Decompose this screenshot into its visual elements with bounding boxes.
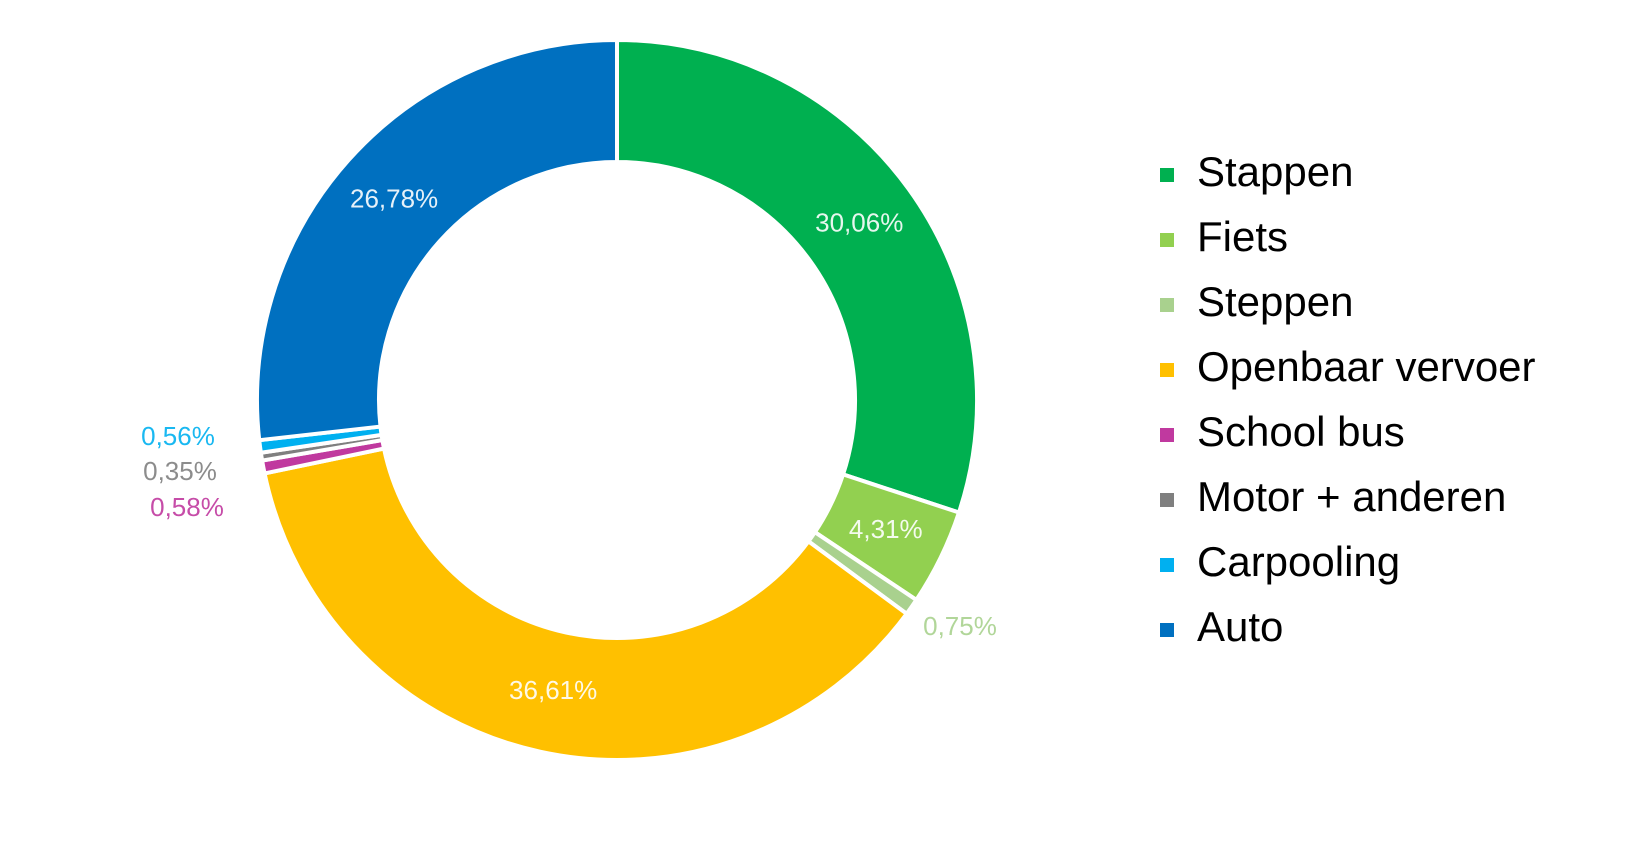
value-label: 0,75% bbox=[923, 611, 997, 641]
value-label: 30,06% bbox=[815, 208, 903, 238]
value-label: 0,56% bbox=[141, 421, 215, 451]
legend-marker bbox=[1160, 233, 1174, 247]
legend-marker bbox=[1160, 363, 1174, 377]
legend-label: Fiets bbox=[1197, 213, 1288, 260]
legend-marker bbox=[1160, 428, 1174, 442]
donut-slice bbox=[615, 37, 979, 516]
legend-marker bbox=[1160, 558, 1174, 572]
legend-marker bbox=[1160, 623, 1174, 637]
donut-slice bbox=[262, 446, 910, 762]
value-label: 0,35% bbox=[143, 456, 217, 486]
legend-label: Auto bbox=[1197, 603, 1283, 650]
donut-slice bbox=[255, 37, 619, 443]
legend-label: Stappen bbox=[1197, 148, 1353, 195]
legend-label: Openbaar vervoer bbox=[1197, 343, 1536, 390]
legend-marker bbox=[1160, 493, 1174, 507]
legend-label: Carpooling bbox=[1197, 538, 1400, 585]
legend-label: Motor + anderen bbox=[1197, 473, 1506, 520]
legend-label: Steppen bbox=[1197, 278, 1353, 325]
value-label: 0,58% bbox=[150, 492, 224, 522]
legend-marker bbox=[1160, 298, 1174, 312]
legend-marker bbox=[1160, 168, 1174, 182]
value-label: 4,31% bbox=[849, 514, 923, 544]
value-label: 36,61% bbox=[509, 675, 597, 705]
legend-label: School bus bbox=[1197, 408, 1405, 455]
value-label: 26,78% bbox=[350, 184, 438, 214]
